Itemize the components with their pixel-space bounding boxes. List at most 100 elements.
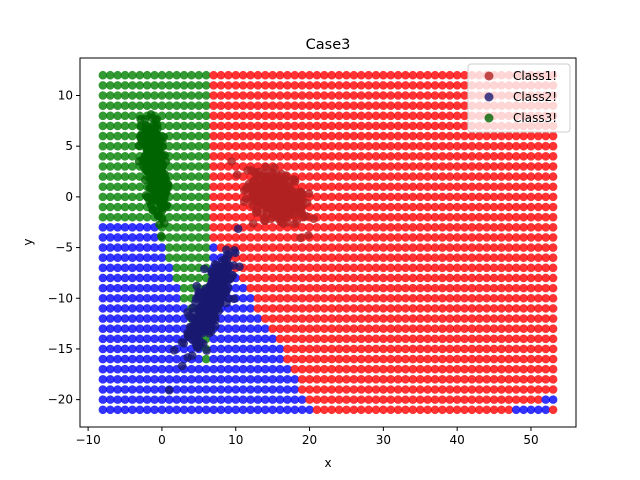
grid-point [165, 304, 174, 313]
grid-point [157, 70, 167, 80]
grid-point [290, 111, 300, 121]
grid-point [379, 375, 388, 384]
grid-point [445, 212, 455, 222]
grid-point [526, 152, 536, 161]
grid-point [120, 364, 130, 374]
grid-point [194, 152, 204, 161]
grid-point [297, 152, 307, 161]
grid-point [320, 212, 329, 222]
grid-point [172, 202, 181, 212]
grid-point [268, 314, 277, 323]
grid-point [519, 222, 528, 232]
grid-point [452, 395, 462, 404]
grid-point [526, 273, 536, 283]
grid-point [312, 304, 322, 313]
grid-point [105, 243, 115, 252]
grid-point [224, 314, 233, 323]
grid-point [209, 375, 218, 384]
grid-point [150, 101, 159, 110]
grid-point [128, 375, 137, 384]
grid-point [327, 375, 336, 384]
grid-point [165, 314, 174, 323]
grid-point [526, 344, 536, 354]
grid-point [393, 162, 403, 171]
grid-point [283, 121, 292, 131]
grid-point [386, 192, 396, 202]
grid-point [142, 314, 152, 323]
grid-point [246, 111, 255, 121]
grid-point [312, 405, 322, 415]
cluster-point [290, 219, 299, 229]
grid-point [475, 375, 484, 384]
grid-point [408, 121, 418, 131]
grid-point [379, 172, 388, 181]
grid-point [364, 263, 373, 273]
grid-point [371, 304, 381, 313]
grid-point [238, 314, 248, 323]
grid-point [334, 273, 344, 283]
grid-point [489, 273, 499, 283]
grid-point [253, 304, 263, 313]
grid-point [334, 222, 344, 232]
grid-point [349, 263, 359, 273]
grid-point [260, 131, 270, 141]
grid-point [342, 344, 351, 354]
grid-point [194, 222, 204, 232]
y-axis-label: y [21, 238, 35, 245]
grid-point [216, 101, 226, 110]
grid-point [187, 131, 196, 141]
grid-point [120, 192, 130, 202]
grid-point [98, 141, 108, 151]
grid-point [224, 182, 233, 192]
grid-point [135, 324, 145, 333]
grid-point [342, 202, 351, 212]
grid-point [105, 202, 115, 212]
cluster-point [218, 283, 228, 293]
grid-point [415, 111, 425, 121]
grid-point [120, 385, 130, 394]
grid-point [128, 253, 137, 263]
grid-point [224, 405, 233, 415]
grid-point [260, 395, 270, 404]
grid-point [120, 405, 130, 415]
grid-point [216, 222, 226, 232]
grid-point [275, 243, 285, 252]
grid-point [305, 243, 314, 252]
grid-point [246, 243, 255, 252]
grid-point [201, 405, 211, 415]
grid-point [475, 385, 484, 394]
grid-point [209, 222, 218, 232]
grid-point [482, 141, 491, 151]
grid-point [423, 121, 432, 131]
grid-point [150, 283, 159, 293]
grid-point [187, 233, 196, 242]
grid-point [231, 192, 241, 202]
grid-point [246, 91, 255, 100]
grid-point [150, 304, 159, 313]
grid-point [452, 91, 462, 100]
grid-point [467, 273, 477, 283]
cluster-point [281, 213, 290, 223]
grid-point [526, 202, 536, 212]
grid-point [209, 182, 218, 192]
grid-point [165, 395, 174, 404]
grid-point [246, 70, 255, 80]
grid-point [179, 283, 189, 293]
grid-point [113, 364, 122, 374]
grid-point [519, 283, 528, 293]
grid-point [253, 344, 263, 354]
cluster-point [261, 162, 271, 172]
grid-point [275, 354, 285, 364]
grid-point [268, 131, 277, 141]
grid-point [438, 395, 447, 404]
grid-point [172, 111, 181, 121]
grid-point [548, 212, 558, 222]
grid-point [320, 324, 329, 333]
grid-point [320, 283, 329, 293]
grid-point [423, 70, 432, 80]
grid-point [393, 121, 403, 131]
grid-point [290, 304, 300, 313]
grid-point [305, 405, 314, 415]
grid-point [120, 263, 130, 273]
cluster-point [148, 205, 157, 215]
